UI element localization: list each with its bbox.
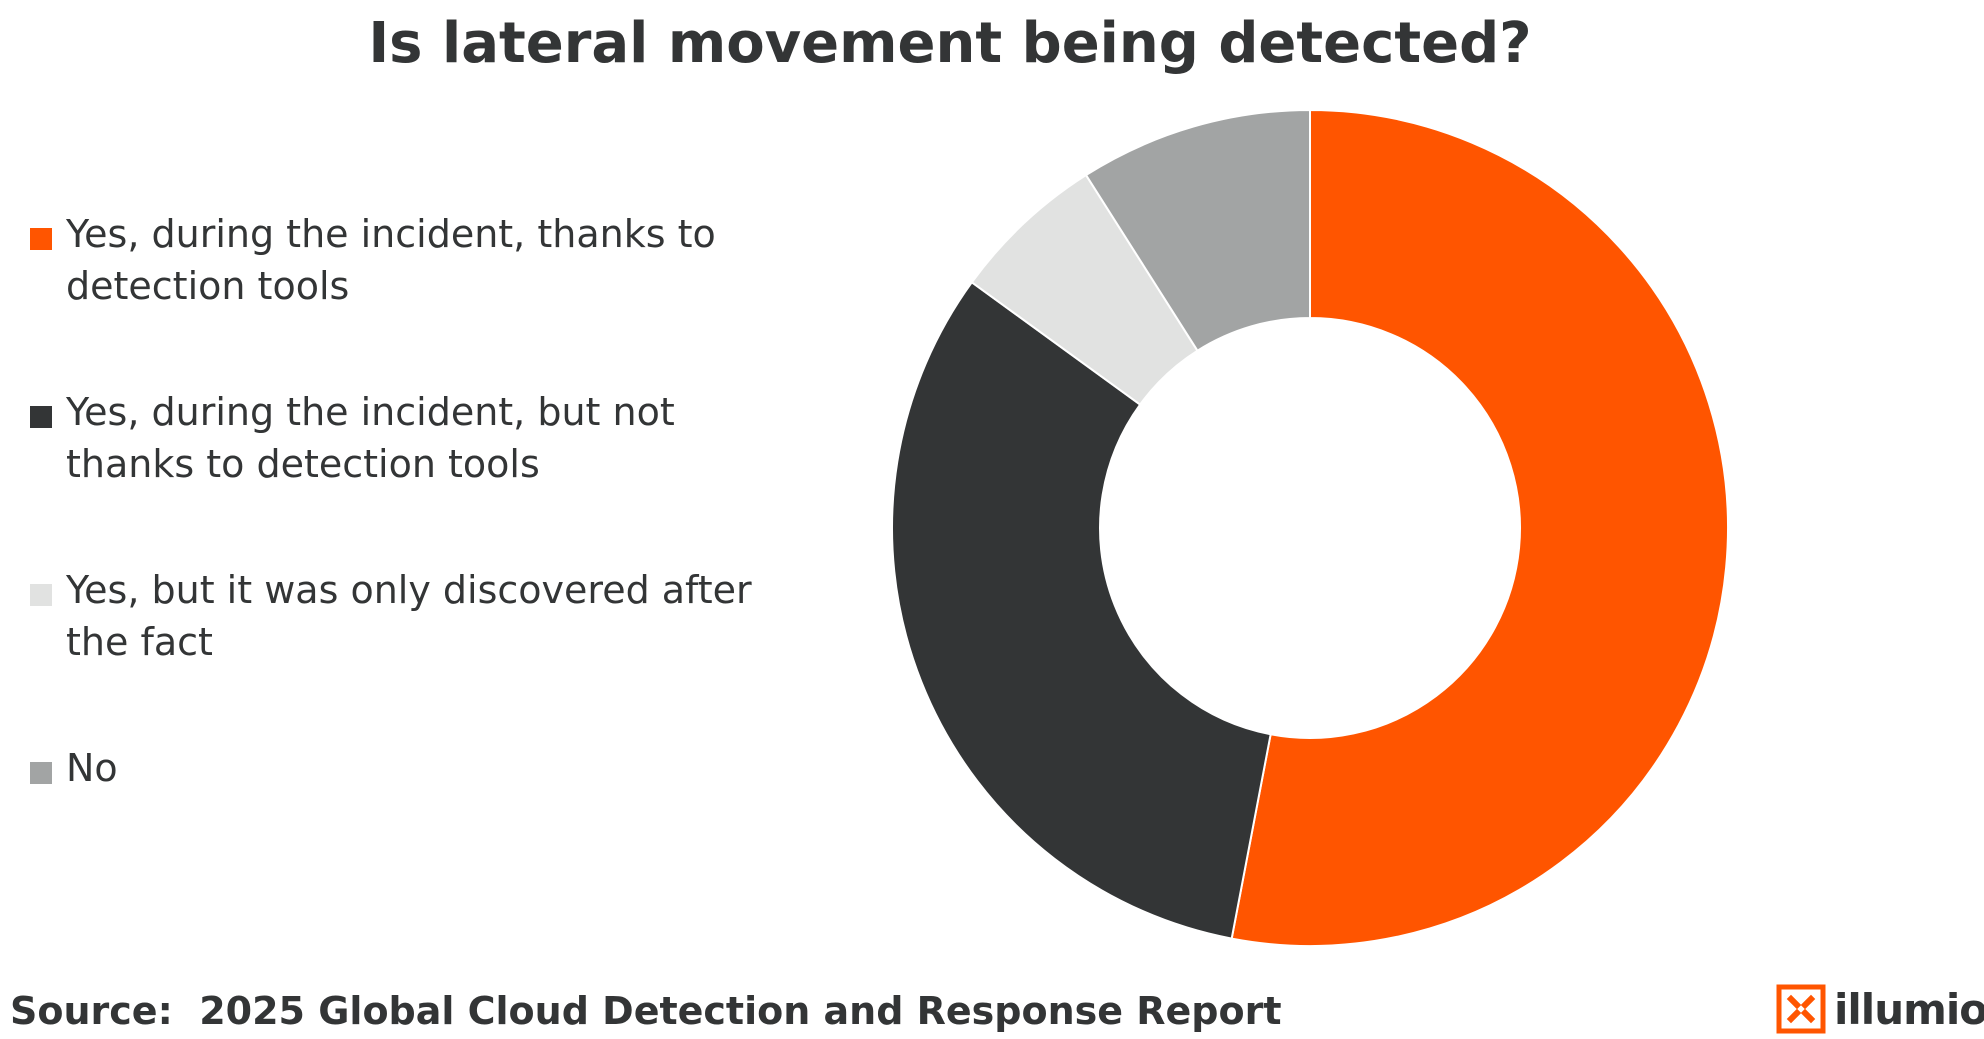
donut-slice-yes-during-the-incident-thanks-to-detect [1230,108,1729,947]
brand-name: illumio [1834,985,1984,1034]
chart-title: Is lateral movement being detected? [368,11,1532,76]
source-note: Source: 2025 Global Cloud Detection and … [10,983,1282,1039]
donut-slice-yes-during-the-incident-but-not-thanks-t [891,280,1272,940]
legend-swatch [30,406,52,428]
donut-chart-svg [891,108,1729,947]
brand-logo: illumio [1776,982,1984,1038]
legend-label: No [66,746,118,790]
legend-swatch [30,762,52,784]
source-label: Source: [10,989,173,1033]
illumio-logo-icon [1776,984,1826,1034]
legend-label: Yes, during the incident, but not thanks… [66,390,675,486]
donut-slice-no [1084,108,1311,353]
source-text: 2025 Global Cloud Detection and Response… [199,989,1282,1033]
legend-swatch [30,584,52,606]
legend-label: Yes, during the incident, thanks to dete… [66,212,716,308]
legend-label: Yes, but it was only discovered after th… [66,568,752,664]
legend-swatch [30,228,52,250]
donut-chart [880,98,1740,958]
